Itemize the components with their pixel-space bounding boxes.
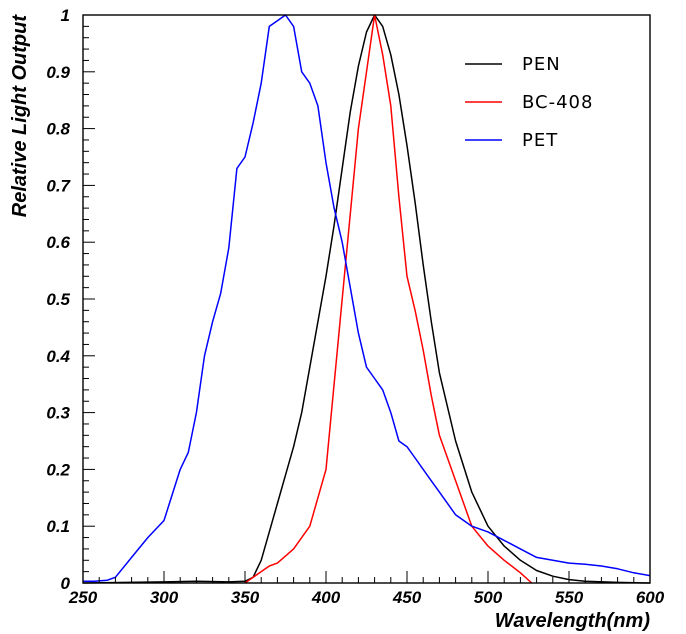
x-tick-label: 350 — [231, 588, 260, 607]
x-tick-label: 450 — [392, 588, 422, 607]
series-layer — [82, 14, 651, 584]
y-tick-label: 0.2 — [46, 460, 70, 479]
y-tick-label: 0.1 — [46, 517, 70, 536]
legend-label: BC-408 — [522, 92, 593, 113]
x-tick-label: 600 — [636, 588, 665, 607]
y-tick-label: 0.6 — [46, 233, 70, 252]
x-axis-title: Wavelength(nm) — [495, 610, 651, 632]
series-line-2 — [83, 14, 651, 583]
y-tick-label: 0.9 — [46, 63, 70, 82]
y-tick-label: 0 — [61, 574, 71, 593]
x-tick-label: 550 — [555, 588, 584, 607]
x-tick-label: 300 — [150, 588, 179, 607]
y-tick-label: 0.7 — [46, 176, 71, 195]
x-tick-label: 500 — [474, 588, 503, 607]
tick-labels-layer: 250 300 350 400 450 500 550 600 0 0.1 0.2 0.3 0.4 0.5… — [46, 6, 664, 607]
legend-label: PET — [522, 130, 558, 151]
legend: PEN BC-408 PET — [465, 54, 593, 151]
y-axis-title: Relative Light Output — [9, 14, 31, 218]
y-tick-label: 0.5 — [46, 290, 70, 309]
y-tick-label: 0.3 — [46, 404, 70, 423]
y-tick-label: 0.8 — [46, 120, 70, 139]
series-line-0 — [82, 14, 651, 584]
x-tick-label: 400 — [311, 588, 341, 607]
legend-label: PEN — [522, 54, 561, 75]
y-tick-label: 1 — [61, 6, 70, 25]
y-tick-label: 0.4 — [46, 347, 70, 366]
x-tick-label: 250 — [68, 588, 98, 607]
series-line-1 — [244, 14, 533, 584]
ticks-layer — [82, 14, 651, 584]
